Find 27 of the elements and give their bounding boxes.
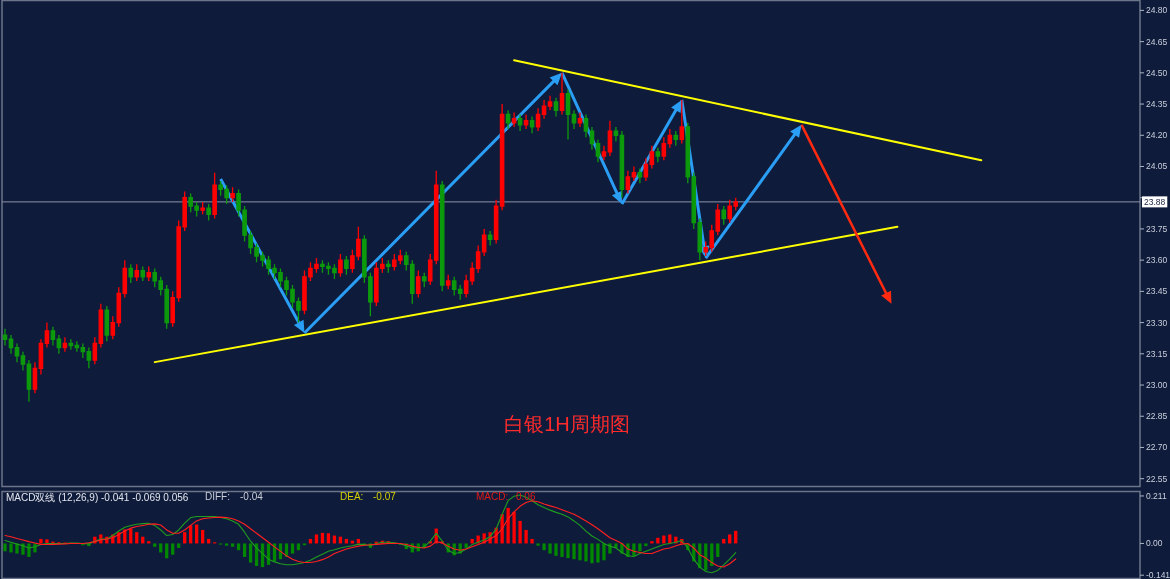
y-tick-label: 23.15 <box>1146 348 1168 359</box>
y-tick-label: 0.00 <box>1146 538 1163 549</box>
y-tick-label: 23.00 <box>1146 380 1168 391</box>
annotation: DEA: <box>340 491 364 502</box>
y-tick-label: 24.65 <box>1146 36 1168 47</box>
y-tick-label: 24.80 <box>1146 5 1168 16</box>
y-tick-label: -0.141 <box>1146 570 1170 579</box>
y-tick-label: 22.70 <box>1146 442 1168 453</box>
y-tick-label: 22.55 <box>1146 473 1168 484</box>
y-tick-label: 24.35 <box>1146 99 1168 110</box>
ref-line-label: 23.88 <box>1144 196 1166 207</box>
annotation: 白银1H周期图 <box>504 413 630 435</box>
annotation: MACD: <box>476 491 509 502</box>
y-tick-label: 24.20 <box>1146 130 1168 141</box>
y-tick-label: 23.45 <box>1146 286 1168 297</box>
annotation: DIFF: <box>205 491 230 502</box>
chart-title: MACD双线 (12,26,9) -0.041 -0.069 0.056 <box>6 492 189 503</box>
y-tick-label: 22.85 <box>1146 411 1168 422</box>
y-tick-label: 23.60 <box>1146 255 1168 266</box>
y-tick-label: 23.75 <box>1146 223 1168 234</box>
y-tick-label: 24.50 <box>1146 67 1168 78</box>
y-tick-label: 0.211 <box>1146 490 1167 501</box>
annotation: 0.06 <box>516 491 536 502</box>
annotation: -0.04 <box>240 491 264 502</box>
y-tick-label: 23.30 <box>1146 317 1168 328</box>
annotation: -0.07 <box>373 491 397 502</box>
y-tick-label: 24.05 <box>1146 161 1168 172</box>
